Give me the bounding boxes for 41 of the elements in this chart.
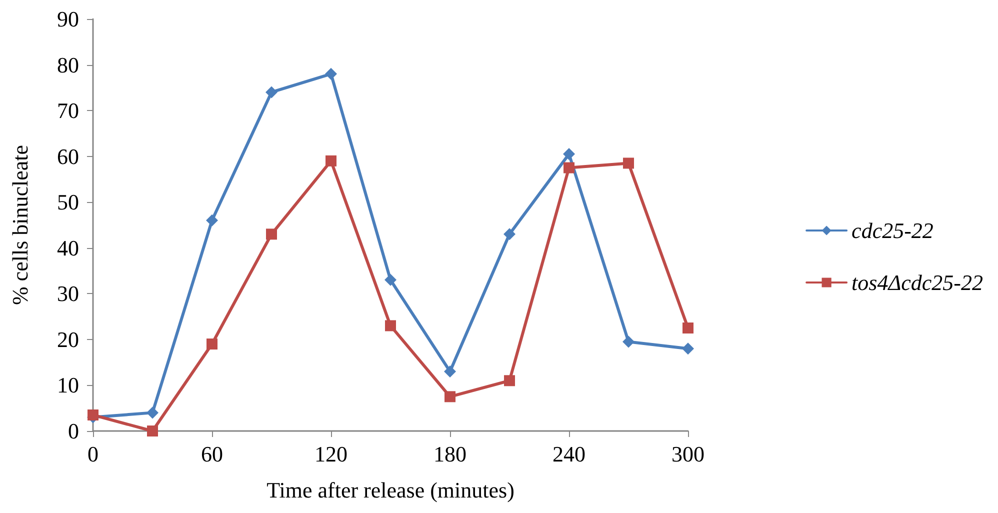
point [682, 342, 694, 355]
y-tick-label: 0 [68, 418, 79, 444]
point [444, 391, 456, 402]
y-tick-label: 10 [57, 372, 79, 398]
point [385, 320, 396, 332]
point [384, 274, 396, 286]
point [206, 214, 218, 226]
point [326, 155, 336, 166]
point [682, 322, 694, 334]
x-tick-label: 0 [88, 442, 98, 466]
y-tick-label: 20 [57, 326, 79, 352]
y-axis-title: % cells binucleate [8, 144, 32, 306]
x-axis-title: Time after release (minutes) [266, 478, 514, 502]
y-tick-label: 40 [57, 235, 79, 260]
y-tick-label: 70 [57, 98, 79, 124]
point [266, 228, 277, 240]
point [325, 68, 337, 80]
point [146, 406, 158, 419]
x-tick-label: 120 [314, 442, 348, 466]
y-tick-label: 50 [57, 190, 79, 215]
x-tick-label: 300 [672, 442, 704, 466]
legend-label: cdc25-22 [852, 218, 934, 243]
point [88, 409, 98, 420]
y-tick-label: 30 [57, 281, 79, 306]
point [147, 426, 158, 436]
point [206, 338, 218, 350]
point [563, 148, 575, 160]
y-tick-label: 60 [57, 144, 79, 169]
legend-label: tos4Δcdc25-22 [852, 270, 984, 295]
point [623, 158, 634, 169]
point [622, 336, 634, 348]
x-tick-label: 60 [201, 442, 223, 466]
point [504, 375, 515, 386]
point [564, 162, 574, 174]
x-tick-label: 180 [434, 442, 466, 466]
point [444, 365, 456, 378]
y-tick-label: 90 [57, 6, 79, 32]
point [266, 86, 278, 98]
x-tick-label: 240 [552, 442, 586, 466]
y-tick-label: 80 [57, 52, 79, 78]
point [504, 228, 516, 240]
